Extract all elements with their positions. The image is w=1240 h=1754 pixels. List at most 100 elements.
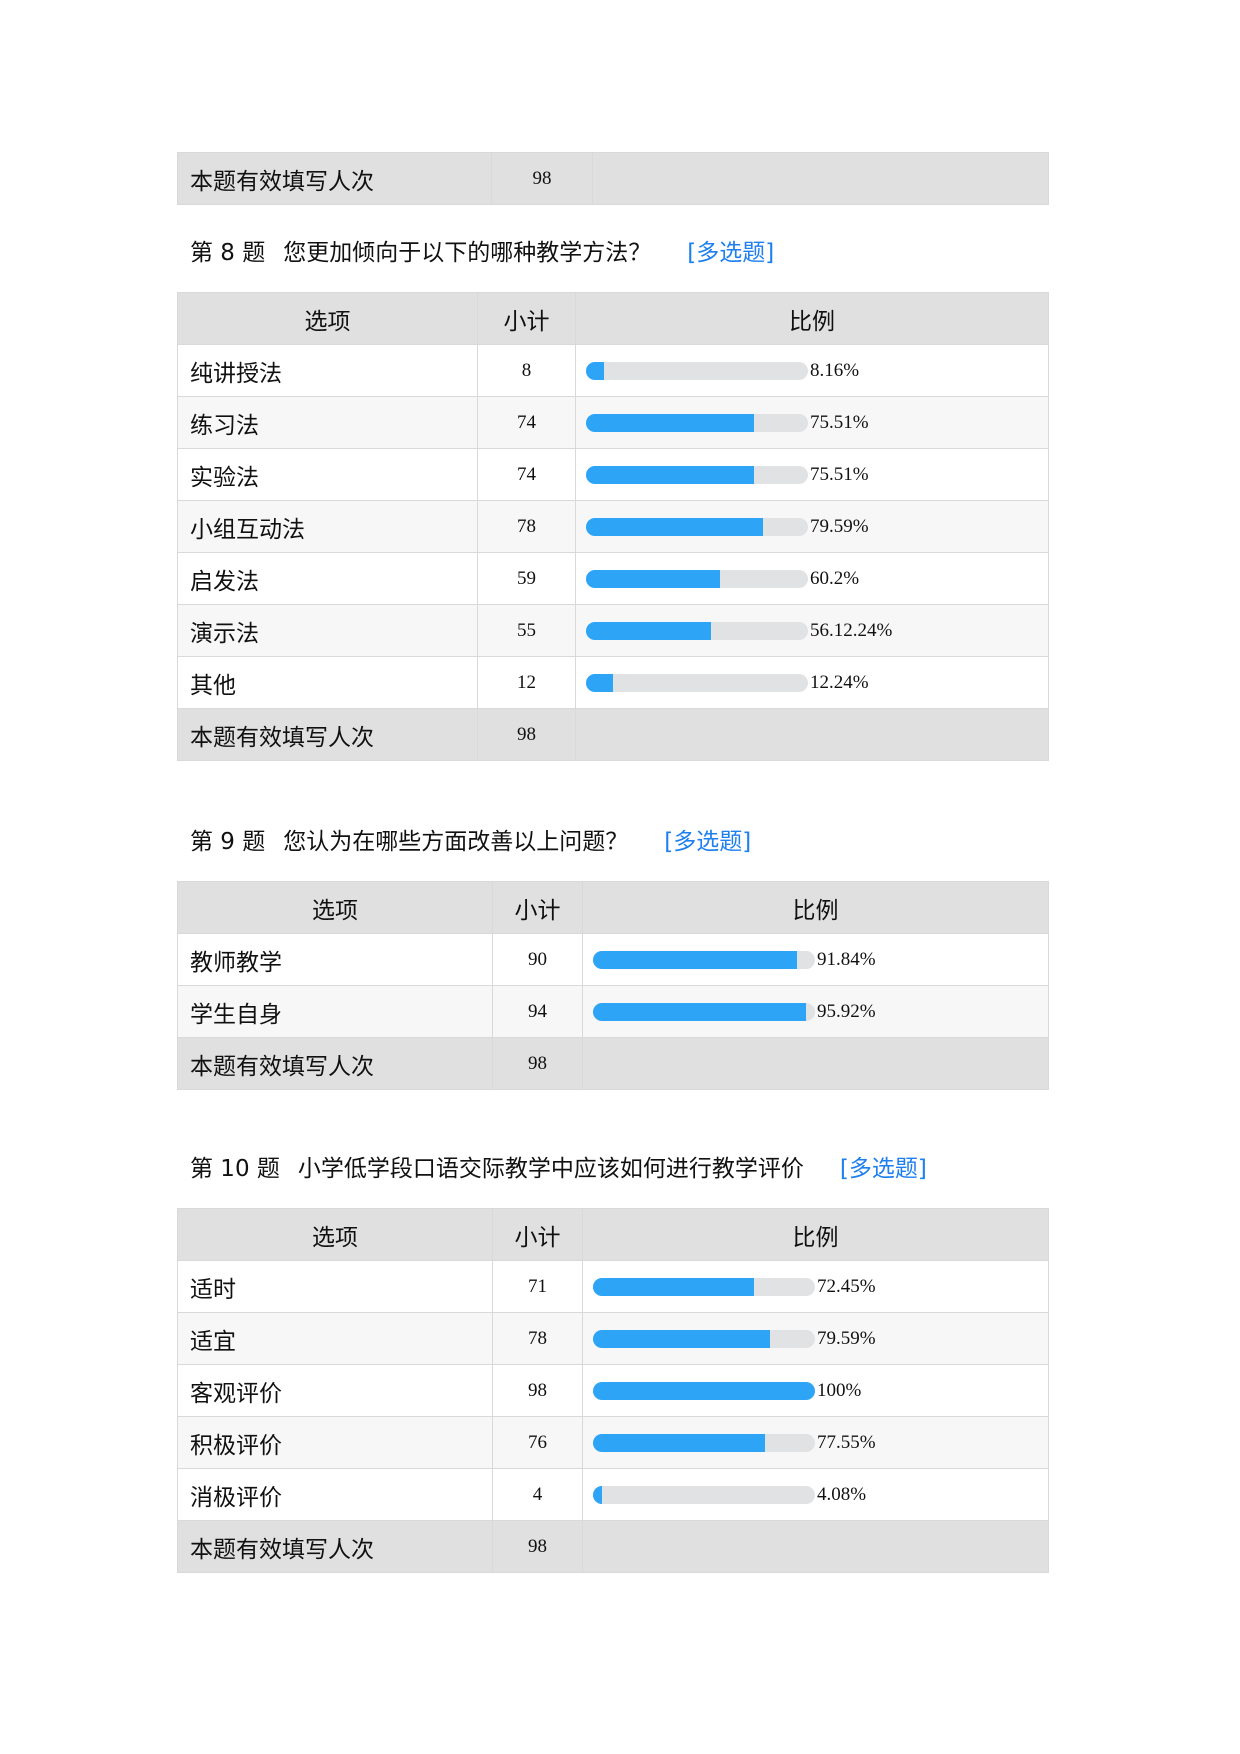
progress-bar: [586, 465, 808, 484]
table-row: 积极评价 76 77.55%: [177, 1416, 1049, 1469]
ratio-cell: 75.51%: [575, 448, 1049, 501]
total-label: 本题有效填写人次: [177, 708, 478, 761]
header-ratio: 比例: [575, 292, 1049, 345]
table-row: 学生自身 94 95.92%: [177, 985, 1049, 1038]
progress-bar: [586, 569, 808, 588]
progress-fill: [586, 621, 711, 640]
header-count: 小计: [492, 881, 583, 934]
progress-bar: [593, 1277, 815, 1296]
option-count: 76: [492, 1416, 583, 1469]
option-label: 练习法: [177, 396, 478, 449]
option-label: 启发法: [177, 552, 478, 605]
table-row: 演示法 55 56.12.24%: [177, 604, 1049, 657]
option-count: 78: [492, 1312, 583, 1365]
table-row: 启发法 59 60.2%: [177, 552, 1049, 605]
ratio-cell: 79.59%: [575, 500, 1049, 553]
ratio-bar-wrap: 72.45%: [583, 1276, 1048, 1298]
question-type-tag[interactable]: [多选题]: [839, 1156, 927, 1182]
ratio-bar-wrap: 60.2%: [576, 568, 1048, 590]
total-row: 本题有效填写人次 98: [177, 152, 1049, 205]
header-count: 小计: [492, 1208, 583, 1261]
progress-bar: [593, 1329, 815, 1348]
question-10-table: 选项 小计 比例 适时 71 72.45% 适宜 78 79.59% 客观评价 98 100% 积极评价…: [177, 1208, 1049, 1573]
option-count: 74: [477, 396, 576, 449]
total-row: 本题有效填写人次 98: [177, 1037, 1049, 1090]
ratio-bar-wrap: 91.84%: [583, 949, 1048, 971]
percent-label: 77.55%: [817, 1431, 876, 1453]
table-row: 实验法 74 75.51%: [177, 448, 1049, 501]
progress-bar: [593, 1002, 815, 1021]
option-count: 55: [477, 604, 576, 657]
option-label: 纯讲授法: [177, 344, 478, 397]
progress-fill: [593, 1277, 754, 1296]
percent-label: 4.08%: [817, 1483, 867, 1505]
percent-label: 79.59%: [810, 515, 869, 537]
progress-fill: [586, 413, 754, 432]
progress-fill: [593, 950, 797, 969]
progress-fill: [593, 1381, 815, 1400]
option-count: 8: [477, 344, 576, 397]
total-row: 本题有效填写人次 98: [177, 708, 1049, 761]
ratio-bar-wrap: 12.24%: [576, 672, 1048, 694]
percent-label: 56.12.24%: [810, 619, 893, 641]
option-count: 98: [492, 1364, 583, 1417]
progress-bar: [593, 1485, 815, 1504]
ratio-cell: 72.45%: [582, 1260, 1049, 1313]
option-label: 教师教学: [177, 933, 493, 986]
option-count: 59: [477, 552, 576, 605]
ratio-cell: 77.55%: [582, 1416, 1049, 1469]
option-count: 78: [477, 500, 576, 553]
ratio-cell: 4.08%: [582, 1468, 1049, 1521]
option-label: 客观评价: [177, 1364, 493, 1417]
table-row: 小组互动法 78 79.59%: [177, 500, 1049, 553]
ratio-cell: 75.51%: [575, 396, 1049, 449]
total-label: 本题有效填写人次: [177, 152, 492, 205]
option-label: 小组互动法: [177, 500, 478, 553]
option-count: 90: [492, 933, 583, 986]
question-text: 您认为在哪些方面改善以上问题？: [283, 829, 629, 855]
ratio-cell: 79.59%: [582, 1312, 1049, 1365]
previous-question-total-table: 本题有效填写人次 98: [177, 152, 1049, 205]
ratio-cell: 60.2%: [575, 552, 1049, 605]
progress-bar: [586, 621, 808, 640]
question-type-tag[interactable]: [多选题]: [664, 829, 752, 855]
progress-fill: [586, 361, 605, 380]
progress-bar: [593, 1433, 815, 1452]
progress-bar: [586, 673, 808, 692]
header-row: 选项 小计 比例: [177, 881, 1049, 934]
question-text: 您更加倾向于以下的哪种教学方法？: [283, 240, 652, 266]
ratio-bar-wrap: 56.12.24%: [576, 620, 1048, 642]
total-empty-cell: [582, 1037, 1049, 1090]
ratio-cell: 91.84%: [582, 933, 1049, 986]
ratio-bar-wrap: 79.59%: [576, 516, 1048, 538]
header-option: 选项: [177, 881, 493, 934]
progress-fill: [593, 1002, 806, 1021]
progress-fill: [586, 465, 754, 484]
question-9-table: 选项 小计 比例 教师教学 90 91.84% 学生自身 94 95.92% 本题有效填写人次 98: [177, 881, 1049, 1090]
header-ratio: 比例: [582, 1208, 1049, 1261]
header-count: 小计: [477, 292, 576, 345]
option-label: 积极评价: [177, 1416, 493, 1469]
header-ratio: 比例: [582, 881, 1049, 934]
progress-bar: [586, 517, 808, 536]
total-count: 98: [492, 1037, 583, 1090]
option-label: 其他: [177, 656, 478, 709]
header-option: 选项: [177, 1208, 493, 1261]
ratio-cell: 56.12.24%: [575, 604, 1049, 657]
question-type-tag[interactable]: [多选题]: [687, 240, 775, 266]
header-row: 选项 小计 比例: [177, 292, 1049, 345]
question-title: 第 9 题您认为在哪些方面改善以上问题？ [多选题]: [190, 822, 751, 856]
ratio-cell: 100%: [582, 1364, 1049, 1417]
table-row: 适时 71 72.45%: [177, 1260, 1049, 1313]
option-label: 实验法: [177, 448, 478, 501]
progress-fill: [593, 1433, 766, 1452]
ratio-bar-wrap: 100%: [583, 1380, 1048, 1402]
ratio-bar-wrap: 77.55%: [583, 1432, 1048, 1454]
ratio-bar-wrap: 75.51%: [576, 464, 1048, 486]
percent-label: 79.59%: [817, 1327, 876, 1349]
percent-label: 91.84%: [817, 948, 876, 970]
header-row: 选项 小计 比例: [177, 1208, 1049, 1261]
option-count: 12: [477, 656, 576, 709]
percent-label: 72.45%: [817, 1275, 876, 1297]
table-row: 教师教学 90 91.84%: [177, 933, 1049, 986]
